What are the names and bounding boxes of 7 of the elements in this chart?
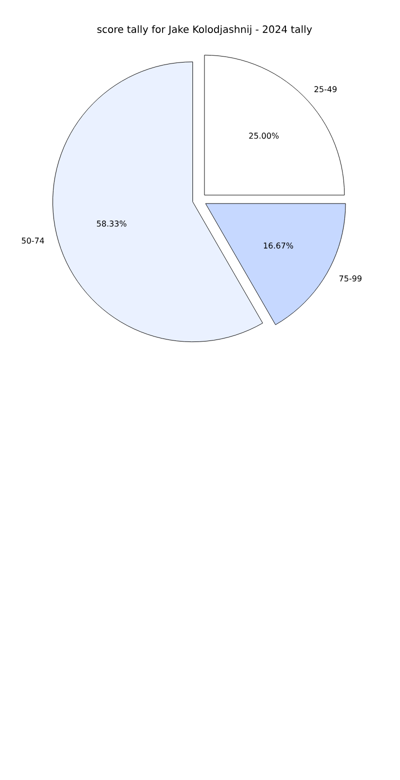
chart-title: score tally for Jake Kolodjashnij - 2024 tally [98, 25, 312, 35]
slice-label: 75-99 [340, 275, 362, 282]
data-label: 16.67% [264, 242, 294, 249]
data-label: 58.33% [97, 220, 127, 227]
slice-label: 25-49 [314, 86, 337, 92]
slice-label: 50-74 [22, 238, 44, 244]
data-label: 25.00% [249, 132, 279, 139]
